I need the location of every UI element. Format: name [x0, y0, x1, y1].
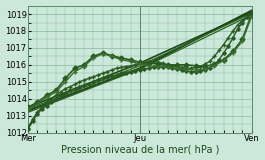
X-axis label: Pression niveau de la mer( hPa ): Pression niveau de la mer( hPa ): [61, 144, 219, 154]
